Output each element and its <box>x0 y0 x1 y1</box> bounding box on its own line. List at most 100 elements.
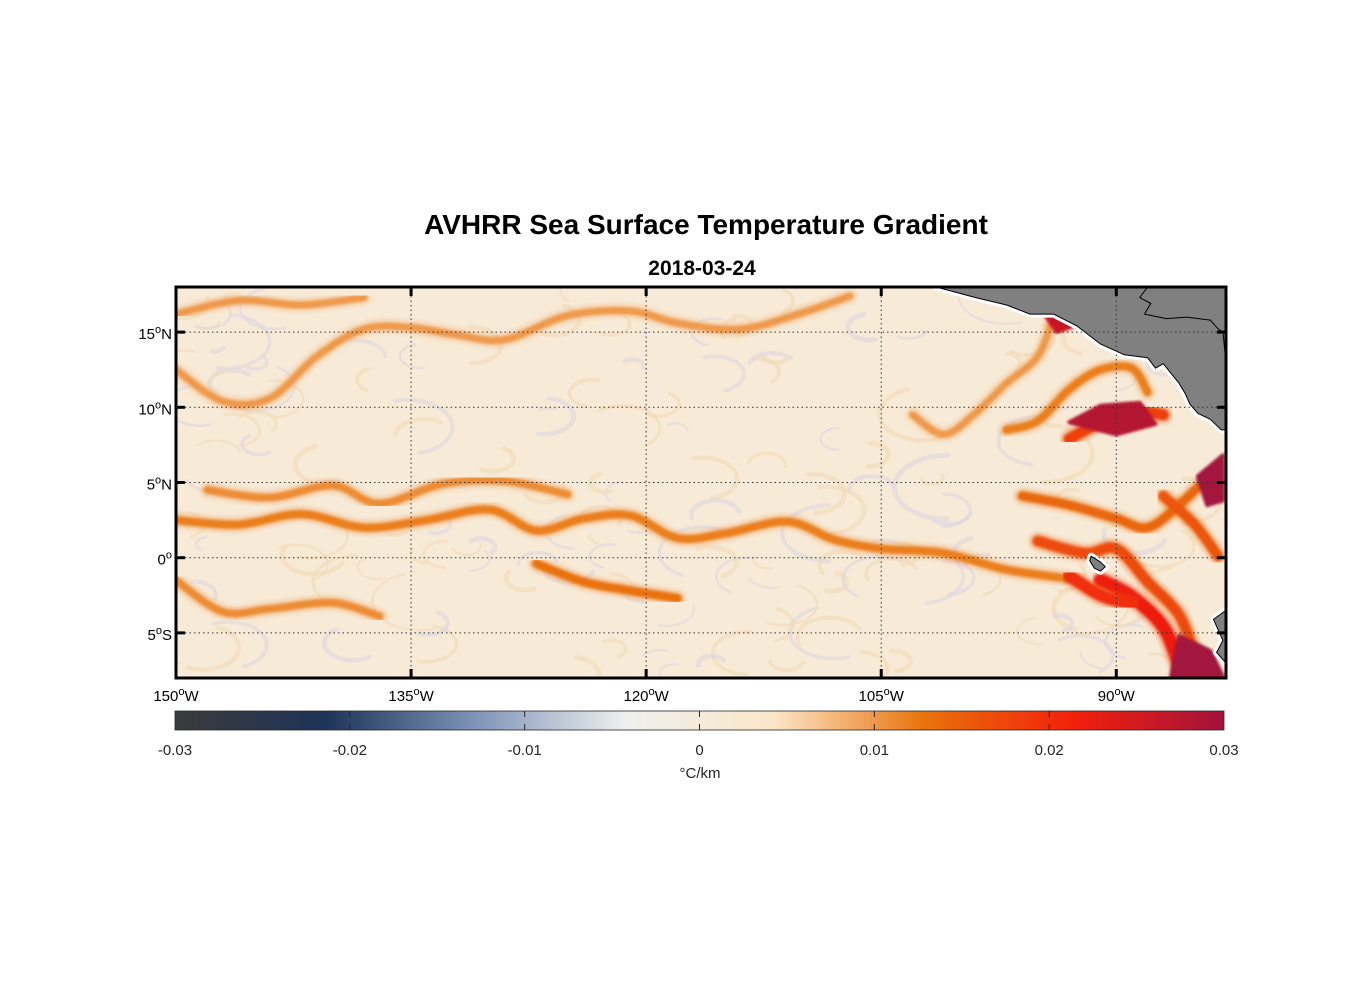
texture-swirl <box>398 343 426 370</box>
texture-swirl <box>702 354 746 393</box>
front-line <box>176 576 384 621</box>
texture-swirl <box>240 434 272 457</box>
lat-label: 5oN <box>147 475 172 494</box>
texture-swirl <box>392 397 455 455</box>
texture-swirl <box>416 610 450 637</box>
texture-swirl <box>768 659 806 673</box>
texture-swirl <box>957 287 1023 325</box>
lon-label: 135oW <box>388 686 434 705</box>
texture-swirl <box>209 345 226 354</box>
texture-swirl <box>1134 529 1196 569</box>
galapagos-land <box>1089 555 1106 572</box>
texture-swirl <box>1057 634 1115 674</box>
texture-swirl <box>1222 426 1226 429</box>
texture-swirl <box>896 329 929 340</box>
texture-swirl <box>691 455 740 501</box>
land-masses <box>932 287 1226 667</box>
map-area: 150oW 135oW 120oW 105oW 90oW 15oN 10oN 5oN 0o 5o… <box>138 285 1228 705</box>
texture-swirl <box>574 654 602 678</box>
texture-swirl <box>817 484 867 536</box>
colorbar-ticks: -0.03 -0.02 -0.01 0 0.01 0.02 0.03 <box>158 711 1239 759</box>
texture-swirl <box>819 427 840 451</box>
colorbar: -0.03 -0.02 -0.01 0 0.01 0.02 0.03 °C/km <box>158 710 1239 782</box>
texture-swirl <box>277 543 329 582</box>
colorbar-label: °C/km <box>680 765 721 782</box>
front-line <box>176 505 1074 583</box>
texture-swirl <box>559 287 570 303</box>
texture-swirl <box>877 387 941 443</box>
texture-swirl <box>176 349 196 354</box>
map-date: 2018-03-24 <box>648 257 756 280</box>
texture-swirl <box>1015 616 1044 646</box>
texture-swirl <box>858 650 890 678</box>
colorbar-tick-label: 0.02 <box>1035 742 1064 759</box>
texture-swirl <box>1052 613 1075 633</box>
texture-swirl <box>588 534 600 545</box>
texture-swirl <box>747 577 780 590</box>
texture-swirl <box>597 404 662 447</box>
texture-swirl <box>516 550 559 566</box>
front-line <box>203 476 572 508</box>
front-line <box>1094 573 1186 671</box>
texture-swirl <box>657 604 696 627</box>
lon-label: 90oW <box>1098 686 1136 705</box>
colorbar-tick-label: -0.03 <box>158 742 192 759</box>
texture-swirl <box>658 663 678 678</box>
high-gradient-patch <box>1067 400 1158 437</box>
texture-swirl <box>588 472 613 495</box>
gradient-fronts <box>176 289 1226 678</box>
texture-swirl <box>845 312 878 343</box>
texture-swirl <box>892 453 951 522</box>
texture-swirl <box>817 548 866 576</box>
texture-swirl <box>392 417 443 437</box>
texture-swirl <box>422 539 448 569</box>
texture-swirl <box>695 544 739 579</box>
texture-swirl <box>537 407 558 412</box>
texture-swirl <box>781 288 796 315</box>
texture-swirl <box>996 414 1048 467</box>
texture-swirl <box>238 410 278 433</box>
texture-swirl <box>588 543 617 569</box>
longitude-labels: 150oW 135oW 120oW 105oW 90oW <box>153 686 1135 705</box>
texture-swirl <box>596 314 632 337</box>
texture-swirl <box>1039 422 1095 485</box>
colorbar-tick-label: 0.01 <box>860 742 889 759</box>
colorbar-tick-label: 0 <box>695 742 703 759</box>
front-line <box>176 292 854 408</box>
texture-swirl <box>215 313 272 371</box>
texture-swirl <box>468 536 498 555</box>
texture-swirl <box>223 412 262 448</box>
front-line <box>909 312 1058 438</box>
front-line <box>1002 362 1152 434</box>
texture-swirl <box>245 354 269 371</box>
texture-swirl <box>622 357 646 370</box>
front-line <box>176 294 368 318</box>
texture-swirl <box>207 369 231 389</box>
texture-swirl <box>211 620 269 669</box>
texture-swirl <box>747 451 787 468</box>
texture-swirl <box>602 638 628 659</box>
texture-swirl <box>695 653 726 668</box>
texture-swirl <box>279 544 345 577</box>
texture-swirl <box>766 584 819 627</box>
lat-label: 10oN <box>138 399 172 418</box>
texture-swirl <box>354 366 371 392</box>
colorbar-tick-label: 0.03 <box>1209 742 1238 759</box>
front-line <box>1032 535 1200 661</box>
texture-swirl <box>567 377 600 409</box>
lat-label: 15oN <box>138 324 172 343</box>
front-line <box>532 559 682 603</box>
texture-swirl <box>689 498 742 521</box>
texture-swirl <box>795 615 862 648</box>
lon-label: 150oW <box>153 686 199 705</box>
lon-label: 120oW <box>623 686 669 705</box>
front-line <box>1158 491 1224 562</box>
lat-label: 5oS <box>148 625 172 644</box>
texture-swirl <box>641 648 668 657</box>
texture-swirl <box>774 606 795 643</box>
texture-swirl <box>535 396 576 437</box>
texture-swirl <box>409 547 428 564</box>
texture-swirl <box>889 648 913 674</box>
texture-swirl <box>176 384 212 428</box>
